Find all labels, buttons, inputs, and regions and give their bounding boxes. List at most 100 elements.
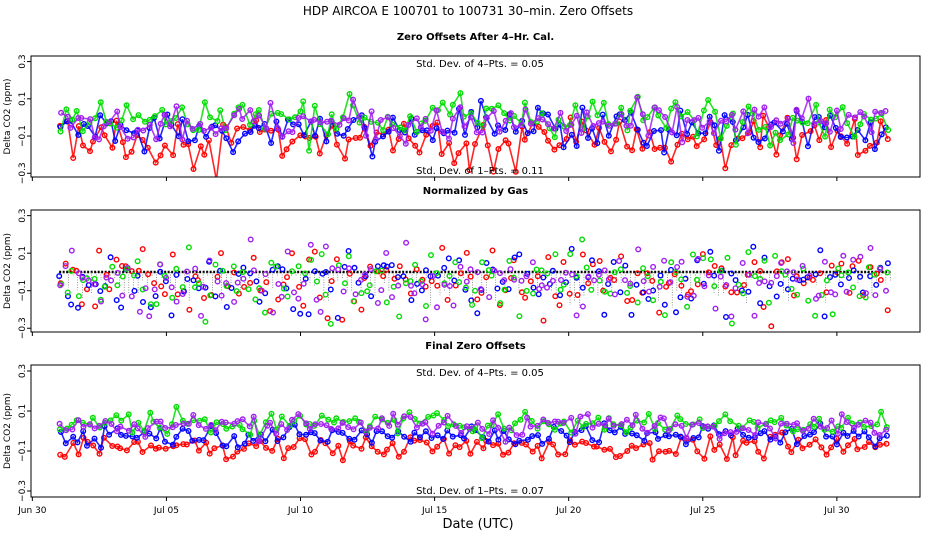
data-point-gas_2 [161,438,168,445]
data-point-gas_1 [290,444,297,451]
data-point-gas_4 [273,430,280,437]
data-point-gas_2 [761,428,768,435]
data-point-gas_2 [451,277,458,284]
data-point-gas_3 [268,410,275,417]
data-point-gas_4 [684,116,691,123]
data-point-gas_4 [867,419,874,426]
data-point-gas_2 [640,139,647,146]
series-line-gas_3 [59,90,889,151]
data-point-gas_3 [425,413,432,420]
data-point-gas_3 [456,279,463,286]
data-point-gas_3 [732,141,739,148]
data-point-gas_2 [566,439,573,446]
data-point-gas_1 [674,141,681,148]
data-point-gas_3 [239,269,246,276]
data-point-gas_1 [556,302,563,309]
data-point-gas_4 [419,281,426,288]
data-point-gas_4 [449,115,456,122]
data-point-gas_3 [661,312,668,319]
data-point-gas_1 [701,136,708,143]
data-point-gas_4 [367,266,374,273]
data-point-gas_1 [86,148,93,155]
data-point-gas_4 [75,417,82,424]
data-point-gas_4 [562,269,569,276]
data-point-gas_3 [64,289,71,296]
data-point-gas_3 [311,102,318,109]
data-point-gas_1 [828,444,835,451]
data-point-gas_4 [113,428,120,435]
data-point-gas_1 [791,292,798,299]
data-point-gas_3 [623,429,630,436]
data-point-gas_3 [295,263,302,270]
data-point-gas_2 [840,429,847,436]
data-point-gas_3 [452,259,459,266]
data-point-gas_2 [540,274,547,281]
data-point-gas_4 [327,117,334,124]
data-point-gas_1 [555,451,562,458]
data-point-gas_1 [883,440,890,447]
data-point-gas_4 [689,421,696,428]
data-point-gas_1 [693,143,700,150]
data-point-gas_4 [163,274,170,281]
data-point-gas_2 [301,132,308,139]
data-point-gas_1 [206,450,213,457]
data-point-gas_4 [157,418,164,425]
data-point-gas_2 [673,132,680,139]
data-point-gas_1 [489,247,496,254]
data-point-gas_2 [837,133,844,140]
data-point-gas_1 [583,440,590,447]
data-point-gas_2 [414,280,421,287]
data-point-gas_4 [134,425,141,432]
data-point-gas_4 [778,420,785,427]
data-point-gas_4 [479,129,486,136]
data-point-gas_4 [850,256,857,263]
data-point-gas_1 [601,446,608,453]
data-point-gas_4 [200,127,207,134]
data-point-gas_3 [262,309,269,316]
data-point-gas_2 [74,304,81,311]
data-point-gas_2 [250,437,257,444]
data-point-gas_1 [439,244,446,251]
data-point-gas_4 [208,421,215,428]
data-point-gas_4 [250,267,257,274]
data-point-gas_1 [846,289,853,296]
data-point-gas_2 [495,436,502,443]
data-point-gas_1 [823,451,830,458]
data-point-gas_4 [284,248,291,255]
data-point-gas_2 [379,428,386,435]
data-point-gas_4 [267,419,274,426]
data-point-gas_3 [693,133,700,140]
x-tick-label: Jul 20 [555,506,581,516]
data-point-gas_4 [568,414,575,421]
data-point-gas_4 [183,117,190,124]
data-point-gas_4 [250,118,257,125]
data-point-gas_1 [806,441,813,448]
data-point-gas_2 [134,272,141,279]
data-point-gas_4 [405,121,412,128]
data-point-gas_3 [57,128,64,135]
data-point-gas_1 [755,448,762,455]
data-point-gas_1 [296,283,303,290]
data-point-gas_3 [694,276,701,283]
data-point-gas_2 [721,112,728,119]
data-point-gas_3 [79,128,86,135]
data-point-gas_1 [629,147,636,154]
data-point-gas_4 [845,111,852,118]
data-point-gas_3 [885,126,892,133]
data-point-gas_4 [239,416,246,423]
data-point-gas_1 [651,145,658,152]
data-point-gas_4 [761,278,768,285]
data-point-gas_4 [58,109,65,116]
data-point-gas_1 [624,143,631,150]
data-point-gas_4 [745,427,752,434]
data-point-gas_1 [311,248,318,255]
data-point-gas_2 [152,293,159,300]
data-point-gas_3 [767,142,774,149]
data-point-gas_3 [130,272,137,279]
data-point-gas_2 [223,304,230,311]
data-point-gas_1 [639,145,646,152]
data-point-gas_4 [457,104,464,111]
data-point-gas_3 [712,108,719,115]
data-point-gas_4 [192,265,199,272]
data-point-gas_4 [752,432,759,439]
